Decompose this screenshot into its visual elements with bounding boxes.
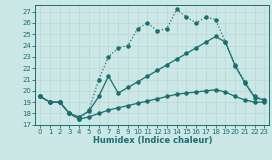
X-axis label: Humidex (Indice chaleur): Humidex (Indice chaleur) (92, 136, 212, 145)
